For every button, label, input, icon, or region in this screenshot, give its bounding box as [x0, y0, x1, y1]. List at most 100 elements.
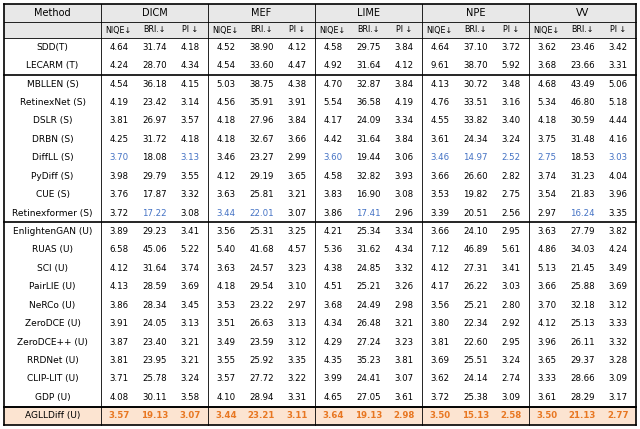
Text: 3.34: 3.34: [395, 227, 413, 236]
Text: PI ↓: PI ↓: [289, 25, 305, 34]
Text: ZeroDCE++ (U): ZeroDCE++ (U): [17, 338, 88, 347]
Text: 3.81: 3.81: [395, 356, 413, 365]
Text: 22.01: 22.01: [249, 208, 274, 218]
Text: 5.54: 5.54: [323, 98, 342, 107]
Text: 17.22: 17.22: [142, 208, 167, 218]
Text: 28.66: 28.66: [570, 375, 595, 384]
Text: 4.44: 4.44: [609, 116, 628, 125]
Text: NeRCo (U): NeRCo (U): [29, 301, 76, 310]
Text: 31.48: 31.48: [570, 135, 595, 144]
Bar: [4, 75, 636, 93]
Text: 4.12: 4.12: [537, 319, 556, 328]
Text: DiffLL (S): DiffLL (S): [32, 153, 74, 162]
Text: 3.16: 3.16: [502, 98, 521, 107]
Text: 3.75: 3.75: [537, 135, 556, 144]
Text: 3.32: 3.32: [180, 190, 200, 199]
Text: 26.63: 26.63: [249, 319, 274, 328]
Text: 5.40: 5.40: [216, 245, 236, 254]
Text: RUAS (U): RUAS (U): [32, 245, 73, 254]
Text: 3.72: 3.72: [109, 208, 129, 218]
Text: 31.74: 31.74: [142, 43, 167, 52]
Text: 4.92: 4.92: [323, 61, 342, 70]
Text: 3.63: 3.63: [537, 227, 556, 236]
Text: 28.34: 28.34: [142, 301, 167, 310]
Text: 3.28: 3.28: [609, 356, 628, 365]
Text: PI ↓: PI ↓: [503, 25, 519, 34]
Text: DICM: DICM: [141, 8, 168, 18]
Text: 31.64: 31.64: [356, 61, 381, 70]
Text: 33.51: 33.51: [463, 98, 488, 107]
Text: 3.98: 3.98: [109, 172, 129, 181]
Text: 4.64: 4.64: [109, 43, 129, 52]
Text: 2.80: 2.80: [502, 301, 521, 310]
Text: 3.46: 3.46: [430, 153, 449, 162]
Text: 2.97: 2.97: [538, 208, 556, 218]
Text: 26.97: 26.97: [142, 116, 167, 125]
Text: 3.91: 3.91: [109, 319, 129, 328]
Text: 30.72: 30.72: [463, 79, 488, 88]
Text: 3.66: 3.66: [430, 227, 449, 236]
Text: 4.18: 4.18: [180, 135, 200, 144]
Text: 4.12: 4.12: [109, 264, 129, 273]
Text: 3.23: 3.23: [395, 338, 413, 347]
Text: 4.35: 4.35: [323, 356, 342, 365]
Text: 28.29: 28.29: [570, 393, 595, 402]
Text: 3.57: 3.57: [108, 411, 129, 420]
Text: SDD(T): SDD(T): [36, 43, 68, 52]
Text: 4.64: 4.64: [430, 43, 449, 52]
Text: 25.81: 25.81: [249, 190, 274, 199]
Text: 4.24: 4.24: [609, 245, 628, 254]
Bar: [4, 241, 636, 259]
Bar: [4, 259, 636, 278]
Text: 3.84: 3.84: [395, 135, 413, 144]
Text: 4.13: 4.13: [430, 79, 449, 88]
Text: 41.68: 41.68: [249, 245, 274, 254]
Text: 33.82: 33.82: [463, 116, 488, 125]
Text: 3.46: 3.46: [216, 153, 236, 162]
Text: 4.68: 4.68: [537, 79, 556, 88]
Text: 31.72: 31.72: [142, 135, 167, 144]
Text: 27.72: 27.72: [249, 375, 274, 384]
Text: 3.83: 3.83: [323, 190, 342, 199]
Text: 36.18: 36.18: [142, 79, 167, 88]
Text: BRI.↓: BRI.↓: [143, 25, 166, 34]
Text: 4.24: 4.24: [109, 61, 129, 70]
Text: 3.91: 3.91: [287, 98, 307, 107]
Text: 37.10: 37.10: [463, 43, 488, 52]
Text: LIME: LIME: [357, 8, 380, 18]
Text: 4.16: 4.16: [609, 135, 628, 144]
Text: 4.18: 4.18: [216, 135, 236, 144]
Text: 2.99: 2.99: [288, 153, 307, 162]
Text: 3.65: 3.65: [287, 172, 307, 181]
Text: 3.84: 3.84: [395, 43, 413, 52]
Text: 4.18: 4.18: [216, 116, 236, 125]
Text: 24.34: 24.34: [463, 135, 488, 144]
Text: 4.51: 4.51: [323, 282, 342, 291]
Text: 3.66: 3.66: [287, 135, 307, 144]
Text: PI ↓: PI ↓: [610, 25, 627, 34]
Text: 2.98: 2.98: [395, 301, 413, 310]
Text: 3.33: 3.33: [537, 375, 556, 384]
Text: 3.65: 3.65: [537, 356, 556, 365]
Text: 25.31: 25.31: [249, 227, 274, 236]
Text: SCI (U): SCI (U): [37, 264, 68, 273]
Text: 4.47: 4.47: [287, 61, 307, 70]
Text: 31.64: 31.64: [356, 135, 381, 144]
Text: 3.13: 3.13: [180, 319, 200, 328]
Text: 2.74: 2.74: [502, 375, 521, 384]
Text: ZeroDCE (U): ZeroDCE (U): [24, 319, 81, 328]
Text: 3.60: 3.60: [323, 153, 342, 162]
Bar: [4, 57, 636, 75]
Text: 4.04: 4.04: [609, 172, 628, 181]
Text: 3.17: 3.17: [609, 393, 628, 402]
Text: 43.49: 43.49: [570, 79, 595, 88]
Text: 4.54: 4.54: [109, 79, 129, 88]
Text: 3.25: 3.25: [287, 227, 307, 236]
Text: 4.12: 4.12: [395, 61, 413, 70]
Text: 2.75: 2.75: [502, 190, 521, 199]
Text: 23.27: 23.27: [249, 153, 274, 162]
Text: NIQE↓: NIQE↓: [212, 25, 239, 34]
Text: 30.11: 30.11: [142, 393, 167, 402]
Text: 3.93: 3.93: [395, 172, 413, 181]
Text: 2.58: 2.58: [500, 411, 522, 420]
